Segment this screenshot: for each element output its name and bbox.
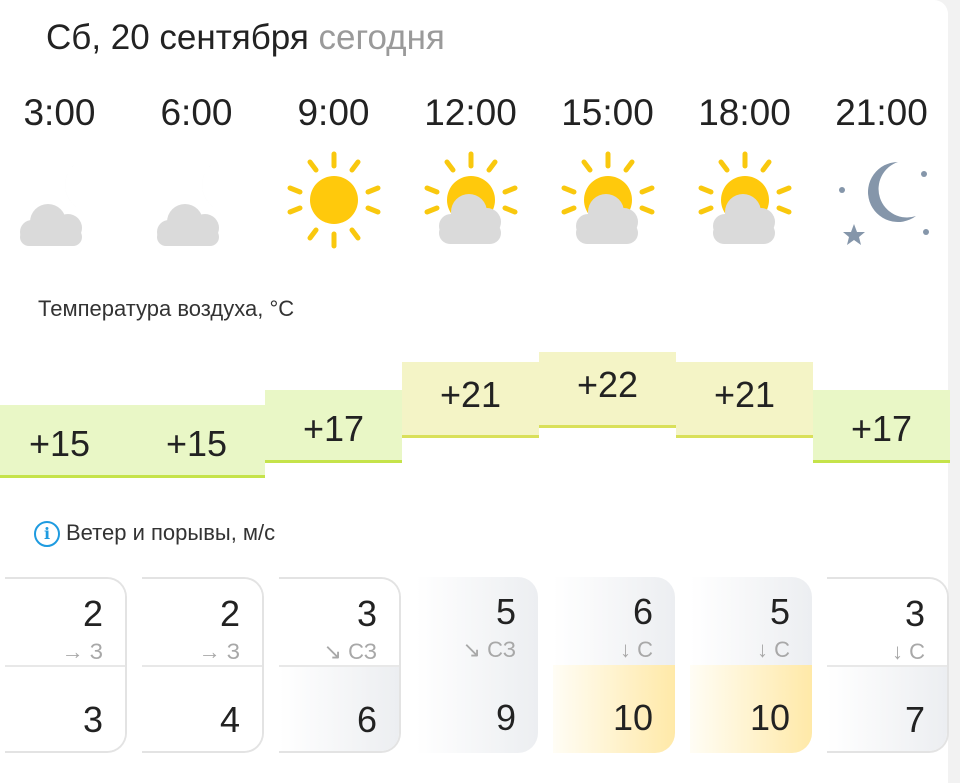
wind-gust-cell <box>416 665 538 753</box>
sun-icon <box>265 150 402 260</box>
hour-label: 21:00 <box>835 92 928 133</box>
cloud-moon-icon <box>0 150 128 260</box>
wind-gust-cell <box>827 665 947 751</box>
wind-speed-cell <box>416 577 538 665</box>
wind-speed: 2 <box>219 593 240 634</box>
wind-direction-arrow-icon: ↘ <box>323 639 342 664</box>
wind-gust: 9 <box>495 697 516 738</box>
hour-label: 6:00 <box>160 92 233 133</box>
wind-direction-arrow-icon: ↓ <box>756 637 768 662</box>
wind-speed-cell <box>142 579 262 665</box>
temperature-bar <box>813 390 950 463</box>
wind-gust: 3 <box>82 699 103 740</box>
wind-gust: 4 <box>219 699 240 740</box>
temperature-bar <box>676 362 813 438</box>
wind-card: 2 → З 4 <box>142 577 264 753</box>
wind-label: i Ветер и порывы, м/с <box>34 520 275 548</box>
wind-gust-cell <box>553 665 675 753</box>
info-icon[interactable]: i <box>34 521 60 548</box>
temperature-value: +22 <box>576 364 639 405</box>
temperature-value: +21 <box>713 374 776 415</box>
hour-label: 12:00 <box>424 92 517 133</box>
divider <box>5 665 125 667</box>
wind-gust-cell <box>142 665 262 751</box>
wind-direction: ↓ С <box>756 637 790 662</box>
temperature-value: +17 <box>850 408 913 449</box>
wind-speed: 6 <box>632 591 653 632</box>
wind-gust: 6 <box>356 699 377 740</box>
wind-card: 5 ↘ СЗ 9 <box>416 577 538 753</box>
hour-label: 15:00 <box>561 92 654 133</box>
wind-gust-cell <box>5 665 125 751</box>
temperature-bar <box>128 405 265 478</box>
wind-gust-cell <box>279 665 399 751</box>
divider <box>279 665 399 667</box>
temperature-value: +15 <box>28 423 91 464</box>
hour-label: 9:00 <box>297 92 370 133</box>
wind-speed: 3 <box>904 593 925 634</box>
cloud-moon-icon <box>128 150 265 260</box>
wind-speed-cell <box>5 579 125 665</box>
wind-card: 6 ↓ С 10 <box>553 577 675 753</box>
moon-stars-icon <box>813 150 950 260</box>
wind-speed-cell <box>827 579 947 665</box>
wind-direction: ↘ СЗ <box>462 637 517 662</box>
temperature-value: +15 <box>165 423 228 464</box>
wind-card: 3 ↓ С 7 <box>827 577 949 753</box>
wind-gust-cell <box>690 665 812 753</box>
wind-direction-arrow-icon: → <box>198 639 221 664</box>
wind-direction-arrow-icon: ↓ <box>619 637 631 662</box>
wind-gust: 7 <box>904 699 925 740</box>
today-label: сегодня <box>318 18 445 57</box>
wind-direction-arrow-icon: → <box>61 639 84 664</box>
hour-label: 3:00 <box>23 92 96 133</box>
wind-card: 5 ↓ С 10 <box>690 577 812 753</box>
wind-speed: 2 <box>82 593 103 634</box>
wind-direction: → З <box>198 639 240 664</box>
wind-speed: 5 <box>495 591 516 632</box>
divider <box>827 665 947 667</box>
wind-gust: 10 <box>612 697 653 738</box>
wind-card: 3 ↘ СЗ 6 <box>279 577 401 753</box>
sun-cloud-icon <box>402 150 539 260</box>
wind-direction: → З <box>61 639 103 664</box>
temperature-bar <box>265 390 402 463</box>
wind-speed-cell <box>553 577 675 665</box>
wind-speed: 5 <box>769 591 790 632</box>
wind-speed: 3 <box>356 593 377 634</box>
sun-cloud-icon <box>676 150 813 260</box>
temperature-bar <box>402 362 539 438</box>
temperature-bar <box>539 352 676 428</box>
date: Сб, 20 сентября <box>46 18 309 57</box>
temperature-label: Температура воздуха, °C <box>38 296 295 321</box>
wind-speed-cell <box>279 579 399 665</box>
temperature-bar <box>0 405 128 478</box>
sun-cloud-icon <box>539 150 676 260</box>
wind-card: 2 → З 3 <box>5 577 127 753</box>
hour-label: 18:00 <box>698 92 791 133</box>
temperature-value: +21 <box>439 374 502 415</box>
date-heading: Сб, 20 сентября сегодня <box>46 18 445 58</box>
wind-direction-arrow-icon: ↘ <box>462 637 481 662</box>
wind-direction: ↓ С <box>891 639 925 664</box>
divider <box>142 665 262 667</box>
wind-speed-cell <box>690 577 812 665</box>
wind-direction: ↘ СЗ <box>323 639 378 664</box>
wind-gust: 10 <box>749 697 790 738</box>
wind-direction: ↓ С <box>619 637 653 662</box>
wind-direction-arrow-icon: ↓ <box>891 639 903 664</box>
temperature-value: +17 <box>302 408 365 449</box>
